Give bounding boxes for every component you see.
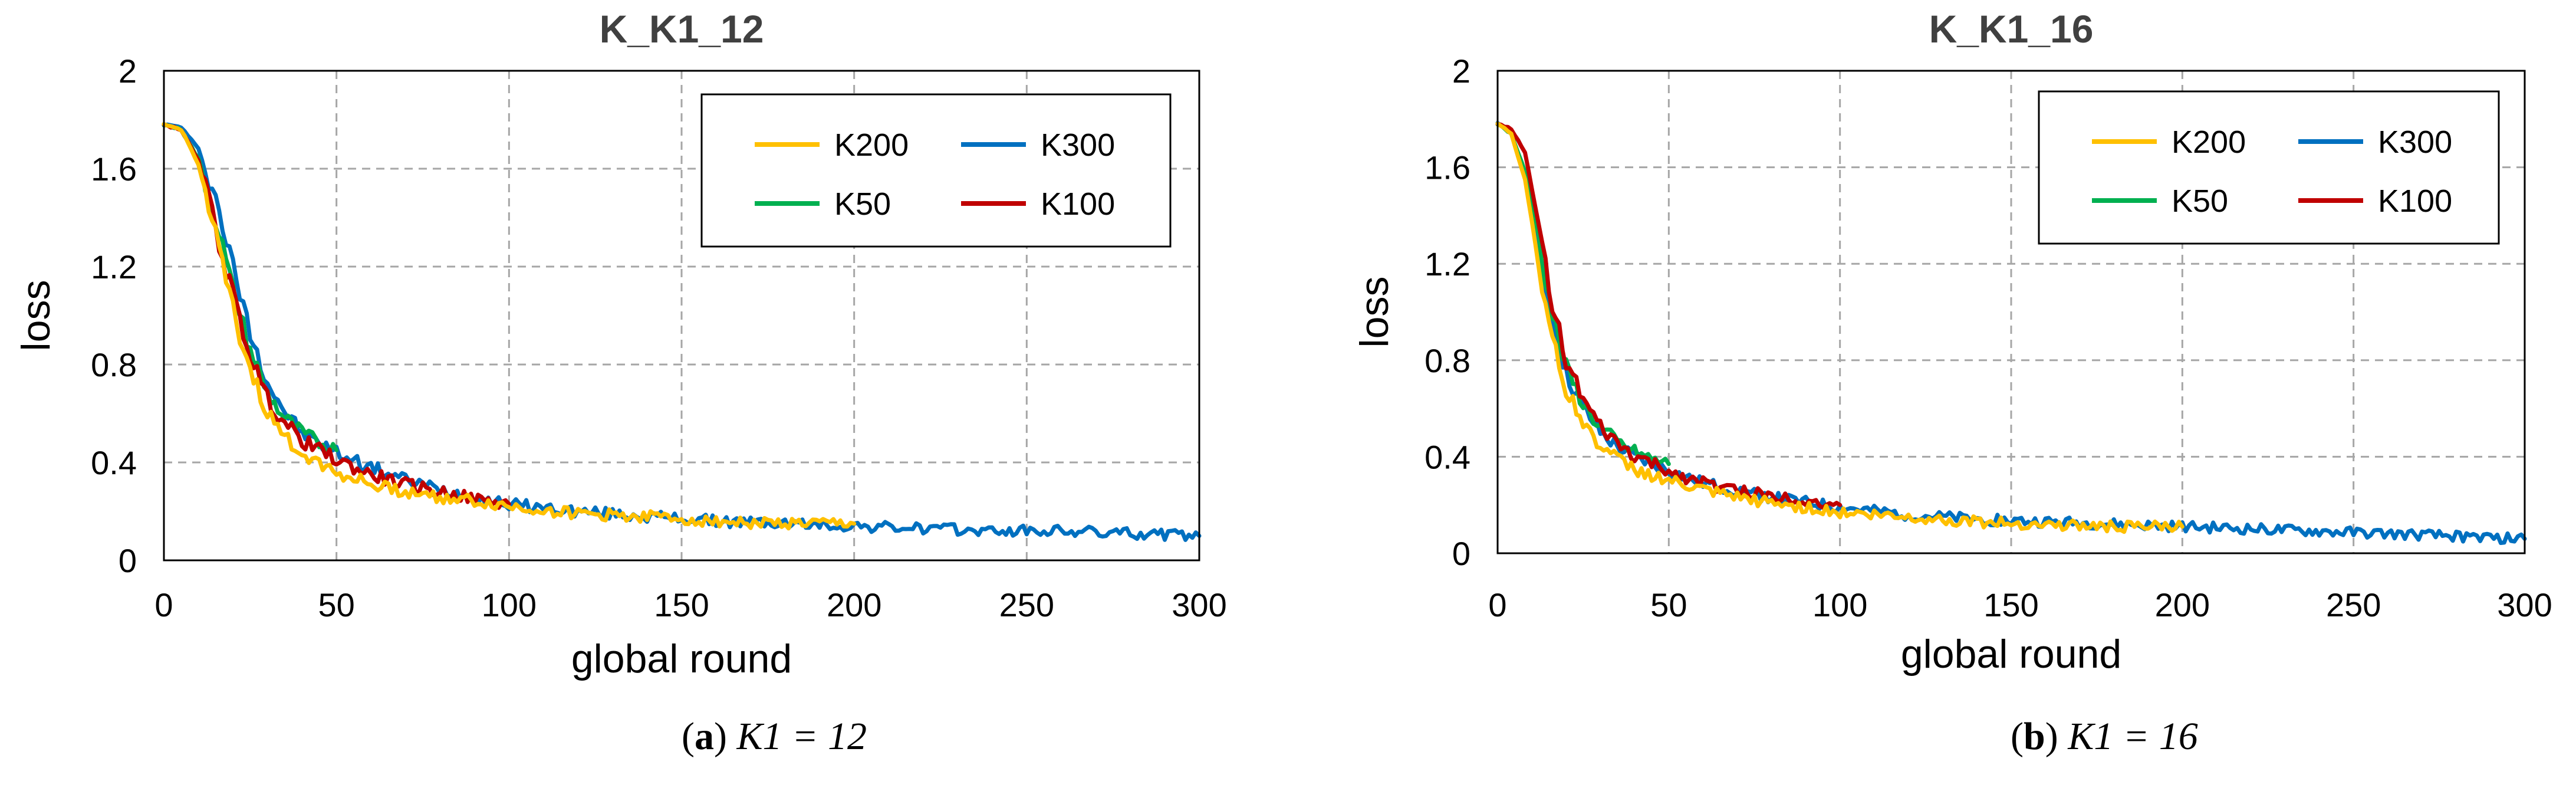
legend-label: K300 <box>2378 124 2452 160</box>
x-tick-label: 100 <box>482 586 537 623</box>
legend-label: K300 <box>1041 127 1115 163</box>
y-axis-label: loss <box>14 280 58 352</box>
plot-area-border <box>1496 70 2526 554</box>
legend-box <box>2038 90 2500 245</box>
x-tick-label: 250 <box>2326 586 2381 623</box>
x-tick-label: 150 <box>1983 586 2038 623</box>
x-tick-label: 50 <box>1650 586 1687 623</box>
legend-label: K50 <box>834 186 891 222</box>
legend-item-k200: K200 <box>755 127 909 163</box>
caption-text: K1 = 16 <box>2067 715 2198 758</box>
x-tick-label: 200 <box>827 586 881 623</box>
x-tick-label: 250 <box>999 586 1054 623</box>
y-tick-label: 1.2 <box>1424 245 1470 283</box>
series-group <box>162 122 1202 542</box>
chart-k1-12: K_K1_12 0 0.4 0.8 1.2 1.6 2 0 50 100 150 200 250 300 g… <box>14 7 1227 758</box>
caption-text: K1 = 12 <box>736 715 867 758</box>
plot-area-border <box>163 70 1200 562</box>
y-tick-label: 1.6 <box>91 150 137 188</box>
caption-close-paren: ) <box>714 715 736 758</box>
x-tick-label: 150 <box>654 586 709 623</box>
legend-label: K200 <box>2172 124 2246 160</box>
x-tick-label: 50 <box>318 586 355 623</box>
legend-item-k50: K50 <box>2092 183 2228 219</box>
x-tick-label: 300 <box>2497 586 2552 623</box>
legend: K200 K300 K50 K100 <box>700 93 1172 248</box>
y-tick-label: 0 <box>119 542 137 579</box>
figure-caption: (b) K1 = 16 <box>2011 715 2198 758</box>
legend-label: K50 <box>2172 183 2228 219</box>
y-tick-label: 0 <box>1452 535 1470 572</box>
y-tick-label: 0.4 <box>1424 438 1470 475</box>
legend-label: K100 <box>1041 186 1115 222</box>
legend: K200 K300 K50 K100 <box>2038 90 2500 245</box>
figure-caption: (a) K1 = 12 <box>682 715 867 758</box>
y-tick-label: 0.8 <box>91 346 137 383</box>
y-tick-label: 2 <box>119 52 137 90</box>
caption-open-paren: ( <box>682 715 695 758</box>
series-line-k100 <box>1495 122 1843 510</box>
series-line-k200 <box>1495 122 2184 534</box>
legend-item-k300: K300 <box>961 127 1115 163</box>
y-axis-label: loss <box>1352 277 1397 348</box>
legend-item-k50: K50 <box>755 186 891 222</box>
x-tick-label: 0 <box>1488 586 1506 623</box>
y-tick-label: 1.6 <box>1424 149 1470 186</box>
caption-close-paren: ) <box>2045 715 2068 758</box>
y-tick-label: 2 <box>1452 52 1470 90</box>
legend-box <box>700 93 1172 248</box>
legend-item-k100: K100 <box>2298 183 2452 219</box>
y-tick-label: 0.4 <box>91 444 137 481</box>
x-tick-label: 300 <box>1172 586 1226 623</box>
y-tick-label: 1.2 <box>91 248 137 285</box>
chart-k1-16: K_K1_16 0 0.4 0.8 1.2 1.6 2 0 50 100 150 200 250 300 g… <box>1352 7 2552 758</box>
legend-label: K100 <box>2378 183 2452 219</box>
x-tick-label: 200 <box>2155 586 2210 623</box>
chart-title: K_K1_16 <box>1929 7 2094 51</box>
y-tick-label: 0.8 <box>1424 342 1470 379</box>
x-axis-label: global round <box>571 636 792 681</box>
legend-item-k200: K200 <box>2092 124 2246 160</box>
legend-item-k300: K300 <box>2298 124 2452 160</box>
x-tick-label: 100 <box>1812 586 1867 623</box>
x-tick-label: 0 <box>154 586 173 623</box>
series-line-k200 <box>162 122 857 531</box>
caption-label: b <box>2024 715 2045 758</box>
caption-label: a <box>695 715 714 758</box>
x-axis-label: global round <box>1901 632 2121 677</box>
series-line-k50 <box>162 123 339 455</box>
legend-label: K200 <box>834 127 909 163</box>
legend-item-k100: K100 <box>961 186 1115 222</box>
series-group <box>1495 121 2527 545</box>
caption-open-paren: ( <box>2011 715 2024 758</box>
chart-title: K_K1_12 <box>600 7 764 51</box>
